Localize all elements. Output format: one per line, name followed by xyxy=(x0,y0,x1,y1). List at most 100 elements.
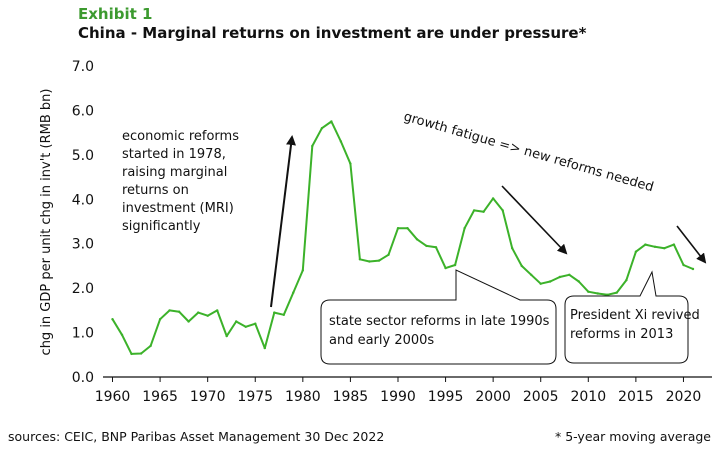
data-point xyxy=(501,209,504,212)
data-point xyxy=(301,269,304,272)
data-point xyxy=(453,263,457,267)
data-point xyxy=(377,259,381,262)
data-point xyxy=(463,227,466,230)
data-point xyxy=(225,334,228,338)
data-point xyxy=(387,253,390,256)
annotation-state-sector: state sector reforms in late 1990s and e… xyxy=(329,314,554,348)
x-tick-label: 2020 xyxy=(666,389,702,405)
data-point xyxy=(149,344,152,348)
data-point xyxy=(320,127,324,130)
y-tick-label: 0.0 xyxy=(72,370,94,386)
x-tick-label: 1995 xyxy=(428,389,464,405)
data-point xyxy=(415,238,419,241)
x-tick-label: 1980 xyxy=(285,389,321,405)
data-point xyxy=(625,278,628,282)
data-point xyxy=(273,311,276,314)
data-point xyxy=(511,247,514,250)
sources-note: sources: CEIC, BNP Paribas Asset Managem… xyxy=(8,429,385,444)
data-point xyxy=(663,247,666,250)
data-point xyxy=(682,263,685,267)
data-point xyxy=(187,320,190,323)
x-axis: 1960 1965 1970 1975 1980 1985 1990 1995 2000 2005… xyxy=(95,376,712,405)
arrow-growth-fatigue-1 xyxy=(501,185,568,255)
data-point xyxy=(330,120,333,123)
x-tick-label: 1960 xyxy=(95,389,131,405)
chart-title: China - Marginal returns on investment a… xyxy=(78,24,587,42)
data-point xyxy=(197,311,200,314)
data-point xyxy=(368,260,371,263)
data-point xyxy=(396,227,400,230)
data-point xyxy=(606,293,609,296)
x-tick-label: 2015 xyxy=(618,389,654,405)
y-axis: 0.0 1.0 2.0 3.0 4.0 5.0 6.0 7.0 xyxy=(72,59,94,386)
data-point xyxy=(139,352,143,355)
arrow-growth-fatigue-2 xyxy=(676,225,707,264)
y-tick-label: 6.0 xyxy=(72,103,94,119)
y-tick-label: 2.0 xyxy=(72,281,94,297)
data-point xyxy=(206,314,209,317)
data-point xyxy=(339,140,343,143)
data-point xyxy=(634,250,638,253)
data-point xyxy=(292,291,295,294)
data-point xyxy=(235,320,238,323)
annotation-growth-fatigue: growth fatigue => new reforms needed xyxy=(402,109,655,195)
data-point xyxy=(539,282,542,285)
data-point xyxy=(482,210,485,213)
data-point xyxy=(406,227,409,230)
data-point xyxy=(120,333,124,336)
data-point xyxy=(549,280,552,283)
y-tick-label: 4.0 xyxy=(72,192,94,208)
y-tick-label: 1.0 xyxy=(72,326,94,342)
data-point xyxy=(358,258,362,261)
data-point xyxy=(587,290,590,293)
annotation-president-xi: President Xi revived reforms in 2013 xyxy=(570,308,704,342)
footnote: * 5-year moving average xyxy=(554,429,711,444)
arrow-reforms-1978 xyxy=(270,135,296,308)
data-point xyxy=(568,273,571,276)
data-point xyxy=(615,291,618,294)
data-point xyxy=(644,243,647,246)
exhibit-label: Exhibit 1 xyxy=(78,5,153,23)
data-point xyxy=(254,322,257,325)
callout-state-sector xyxy=(320,269,557,365)
data-point xyxy=(672,243,676,246)
data-point xyxy=(434,246,438,249)
y-tick-label: 3.0 xyxy=(72,237,94,253)
data-point xyxy=(263,346,266,350)
data-point xyxy=(653,245,657,248)
data-point xyxy=(168,309,171,312)
data-point xyxy=(444,266,447,270)
data-point xyxy=(520,264,523,268)
callout-president-xi xyxy=(564,270,689,364)
data-point xyxy=(691,267,695,271)
x-tick-label: 2005 xyxy=(523,389,559,405)
y-tick-label: 5.0 xyxy=(72,148,94,164)
data-point xyxy=(282,313,285,316)
series-line xyxy=(111,120,694,355)
x-tick-label: 2010 xyxy=(570,389,606,405)
y-tick-label: 7.0 xyxy=(72,59,94,75)
data-point xyxy=(311,144,314,148)
y-axis-label: chg in GDP per unit chg in inv't (RMB bn… xyxy=(39,89,54,356)
data-point xyxy=(577,280,580,283)
data-point xyxy=(216,309,219,312)
x-tick-label: 1965 xyxy=(142,389,178,405)
data-point xyxy=(491,197,495,200)
data-point xyxy=(158,318,162,321)
data-point xyxy=(596,292,599,295)
data-point xyxy=(130,352,133,356)
series-points xyxy=(111,120,695,356)
data-point xyxy=(111,318,114,321)
data-point xyxy=(244,325,247,328)
data-point xyxy=(472,209,476,212)
x-tick-label: 1975 xyxy=(237,389,273,405)
annotation-reforms-1978: economic reforms started in 1978, raisin… xyxy=(122,129,243,234)
data-point xyxy=(530,273,533,276)
x-tick-label: 1990 xyxy=(380,389,416,405)
data-point xyxy=(558,275,561,279)
data-point xyxy=(425,244,428,248)
x-tick-label: 2000 xyxy=(475,389,511,405)
data-point xyxy=(349,162,352,165)
x-tick-label: 1985 xyxy=(333,389,369,405)
